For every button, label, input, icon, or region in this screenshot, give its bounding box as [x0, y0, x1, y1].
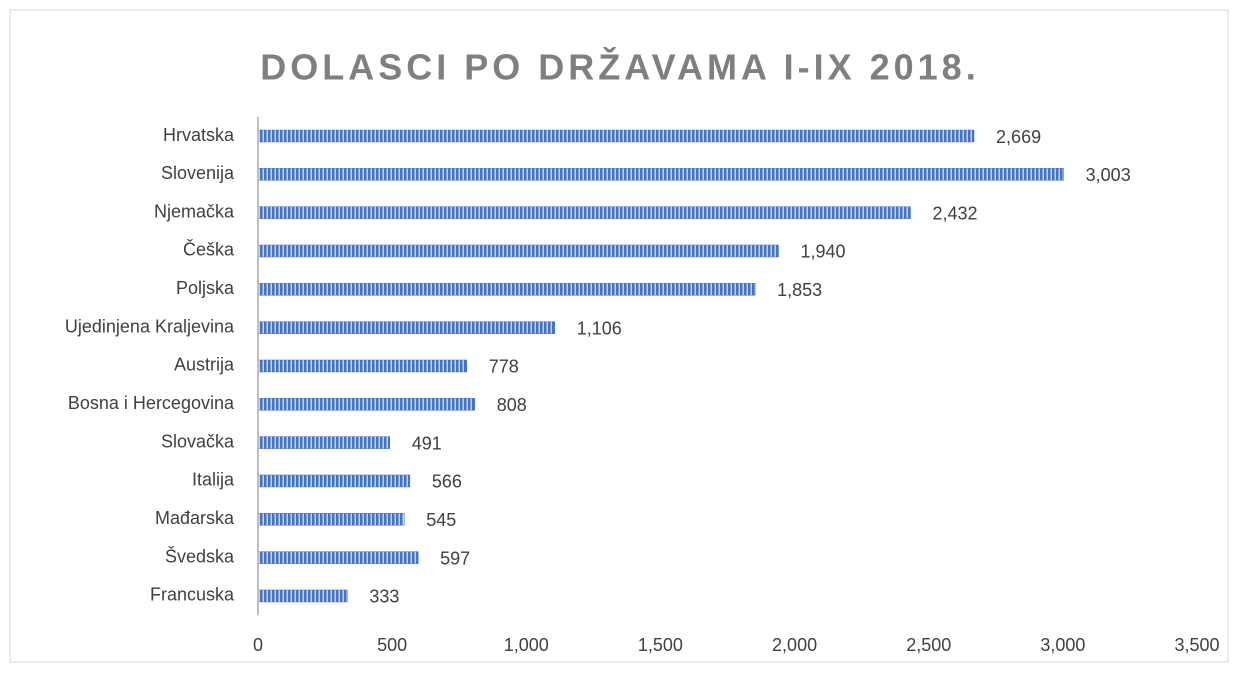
- value-label: 2,669: [996, 127, 1041, 147]
- y-tick-label: Hrvatska: [163, 125, 235, 145]
- bar: [257, 359, 467, 373]
- x-tick-label: 0: [253, 635, 263, 655]
- value-label: 1,853: [777, 280, 822, 300]
- value-label: 808: [497, 395, 527, 415]
- value-label: 545: [426, 510, 456, 530]
- x-tick-label: 1,500: [638, 635, 683, 655]
- y-tick-label: Austrija: [174, 355, 235, 375]
- bar: [257, 244, 779, 258]
- y-tick-label: Slovačka: [161, 431, 235, 451]
- bar: [257, 513, 405, 526]
- bar: [257, 206, 911, 219]
- y-tick-label: Češka: [183, 239, 235, 260]
- y-tick-label: Poljska: [176, 278, 235, 298]
- bar: [257, 283, 756, 296]
- value-label: 597: [440, 548, 470, 568]
- value-label: 1,106: [577, 318, 622, 338]
- y-tick-label: Švedska: [165, 545, 235, 566]
- x-tick-label: 3,500: [1174, 635, 1219, 655]
- bar: [257, 129, 975, 143]
- bar: [257, 398, 476, 411]
- value-label: 566: [432, 472, 462, 492]
- bar: [257, 321, 555, 334]
- value-label: 778: [489, 357, 519, 377]
- y-tick-label: Ujedinjena Kraljevina: [65, 316, 235, 336]
- x-tick-label: 3,000: [1040, 635, 1085, 655]
- bar: [257, 589, 348, 603]
- bar: [257, 436, 390, 449]
- bar: [257, 474, 411, 488]
- y-tick-label: Bosna i Hercegovina: [68, 393, 235, 413]
- x-tick-label: 2,500: [906, 635, 951, 655]
- bar: [257, 168, 1064, 181]
- chart-title: DOLASCI PO DRŽAVAMA I-IX 2018.: [260, 46, 979, 88]
- x-tick-label: 1,000: [504, 635, 549, 655]
- value-label: 3,003: [1086, 165, 1131, 185]
- value-label: 491: [412, 433, 442, 453]
- y-tick-label: Njemačka: [154, 201, 235, 221]
- bar: [257, 551, 419, 564]
- x-tick-label: 2,000: [772, 635, 817, 655]
- value-label: 333: [369, 587, 399, 607]
- y-tick-label: Mađarska: [155, 508, 235, 528]
- chart-frame: [9, 9, 1229, 663]
- value-label: 2,432: [932, 203, 977, 223]
- y-tick-label: Slovenija: [161, 163, 235, 183]
- x-tick-label: 500: [377, 635, 407, 655]
- y-tick-label: Francuska: [150, 585, 235, 605]
- value-label: 1,940: [800, 242, 845, 262]
- y-tick-label: Italija: [192, 470, 235, 490]
